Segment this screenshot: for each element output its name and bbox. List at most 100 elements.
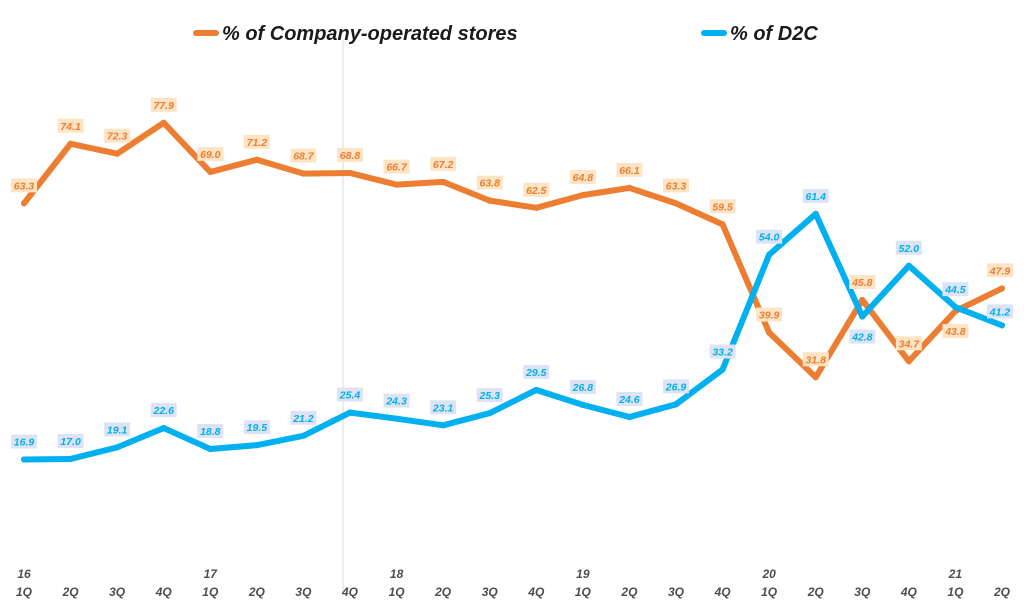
data-point-d2c [68, 456, 74, 462]
x-year-label: 20 [761, 567, 776, 581]
line-segment-company-stores [350, 173, 397, 185]
data-label-d2c: 24.3 [384, 394, 410, 408]
data-point-d2c [114, 444, 120, 450]
line-segment-d2c [71, 447, 118, 459]
line-segment-d2c [350, 413, 397, 419]
data-point-company-stores [207, 169, 213, 175]
line-segment-company-stores [24, 144, 71, 204]
data-label-layer: 63.3 74.1 72.3 77.9 69.0 71.2 68.7 68.8 66.7 67.2… [11, 98, 1013, 449]
data-label-d2c: 29.5 [523, 365, 549, 379]
x-tick-label: 4Q [155, 585, 173, 599]
data-label-text: 69.0 [200, 149, 221, 161]
line-segment-d2c [24, 459, 71, 460]
data-point-company-stores [626, 185, 632, 191]
data-label-d2c: 26.8 [570, 380, 596, 394]
data-point-d2c [207, 446, 213, 452]
data-label-text: 22.6 [152, 405, 174, 417]
data-label-company-stores: 64.8 [570, 170, 596, 184]
x-tick-label: 4Q [714, 585, 732, 599]
x-tick-label: 4Q [900, 585, 918, 599]
line-segment-company-stores [490, 201, 537, 208]
legend-item-d2c: % of D2C [704, 23, 818, 45]
data-label-text: 31.8 [805, 354, 826, 366]
data-label-text: 47.9 [989, 265, 1011, 277]
data-label-d2c: 25.4 [337, 388, 363, 402]
data-label-text: 61.4 [805, 191, 826, 203]
data-label-text: 62.5 [526, 185, 547, 197]
data-point-company-stores [673, 200, 679, 206]
data-point-company-stores [859, 297, 865, 303]
data-label-d2c: 52.0 [896, 241, 922, 255]
data-label-company-stores: 66.1 [616, 163, 642, 177]
data-label-text: 21.2 [292, 413, 314, 425]
data-label-d2c: 33.2 [710, 345, 736, 359]
data-label-text: 45.8 [851, 277, 873, 289]
data-point-d2c [999, 322, 1005, 328]
data-label-text: 67.2 [433, 159, 454, 171]
data-point-d2c [766, 252, 772, 258]
data-label-company-stores: 62.5 [523, 183, 549, 197]
data-label-text: 66.1 [619, 165, 640, 177]
data-label-company-stores: 77.9 [151, 98, 177, 112]
line-segment-d2c [816, 214, 863, 317]
line-segment-d2c [862, 266, 909, 317]
data-label-text: 63.8 [479, 178, 500, 190]
data-point-d2c [394, 416, 400, 422]
data-label-d2c: 22.6 [151, 403, 177, 417]
line-segment-company-stores [536, 195, 583, 208]
x-tick-label: 1Q [202, 585, 219, 599]
data-label-company-stores: 71.2 [244, 135, 270, 149]
line-segment-d2c [210, 445, 257, 449]
line-segment-company-stores [71, 144, 118, 154]
x-tick-label: 1Q [947, 585, 964, 599]
data-labels-company-stores: 63.3 74.1 72.3 77.9 69.0 71.2 68.7 68.8 66.7 67.2… [11, 98, 1013, 366]
line-segment-d2c [257, 436, 304, 445]
data-label-d2c: 42.8 [849, 330, 875, 344]
data-point-company-stores [766, 330, 772, 336]
data-label-company-stores: 59.5 [710, 199, 736, 213]
data-label-text: 24.6 [618, 394, 640, 406]
data-label-text: 66.7 [386, 162, 408, 174]
line-segment-d2c [397, 419, 444, 426]
x-tick-label: 4Q [527, 585, 545, 599]
x-tick-label: 2Q [807, 585, 825, 599]
x-tick-label: 1Q [16, 585, 33, 599]
data-label-text: 17.0 [60, 436, 81, 448]
data-label-d2c: 19.1 [104, 422, 130, 436]
x-tick-label: 4Q [341, 585, 359, 599]
data-point-d2c [720, 367, 726, 373]
data-label-text: 33.2 [712, 347, 733, 359]
data-point-d2c [580, 402, 586, 408]
data-label-text: 59.5 [712, 201, 733, 213]
data-label-company-stores: 67.2 [430, 157, 456, 171]
data-label-company-stores: 43.8 [942, 324, 968, 338]
x-tick-label: 2Q [434, 585, 452, 599]
data-label-company-stores: 63.8 [477, 176, 503, 190]
data-point-company-stores [720, 221, 726, 227]
data-label-d2c: 17.0 [58, 434, 84, 448]
data-label-text: 77.9 [153, 100, 174, 112]
data-point-company-stores [813, 374, 819, 380]
data-point-d2c [487, 410, 493, 416]
x-tick-label: 1Q [389, 585, 406, 599]
data-point-company-stores [254, 157, 260, 163]
data-label-text: 71.2 [247, 137, 268, 149]
data-point-d2c [626, 414, 632, 420]
data-label-text: 23.1 [432, 402, 454, 414]
data-point-company-stores [487, 198, 493, 204]
data-label-text: 41.2 [989, 306, 1011, 318]
data-label-text: 44.5 [944, 284, 966, 296]
data-label-d2c: 41.2 [987, 304, 1013, 318]
line-segment-company-stores [583, 188, 630, 195]
legend-label-company-stores: % of Company-operated stores [222, 23, 518, 45]
data-label-d2c: 16.9 [11, 435, 37, 449]
legend-label-d2c: % of D2C [730, 23, 818, 45]
line-segment-d2c [443, 413, 490, 425]
data-label-company-stores: 45.8 [849, 275, 875, 289]
x-tick-label: 3Q [854, 585, 871, 599]
data-label-d2c: 25.3 [477, 388, 503, 402]
data-label-company-stores: 66.7 [384, 160, 410, 174]
data-point-d2c [673, 401, 679, 407]
data-label-text: 34.7 [899, 338, 921, 350]
x-tick-label: 2Q [248, 585, 266, 599]
